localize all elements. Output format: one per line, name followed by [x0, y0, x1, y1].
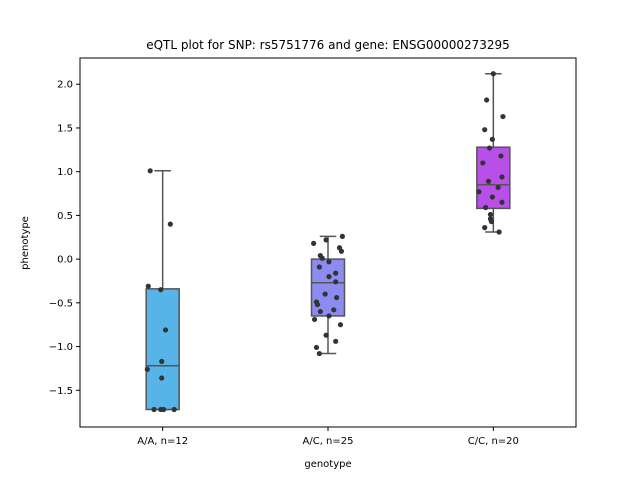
- y-tick-label: 0.0: [57, 255, 73, 266]
- box: [310, 258, 346, 317]
- data-point: [316, 350, 322, 357]
- data-point: [485, 178, 492, 184]
- data-point: [326, 259, 332, 265]
- x-tick-label: A/A, n=12: [137, 436, 188, 447]
- data-point: [311, 316, 318, 323]
- y-tick-label: 2.0: [57, 80, 73, 91]
- y-tick-label: 0.5: [57, 211, 73, 222]
- data-point: [159, 375, 165, 381]
- y-tick-label: 1.0: [57, 167, 73, 178]
- y-axis-label: phenotype: [20, 216, 31, 270]
- data-point: [499, 174, 505, 180]
- data-point: [338, 248, 345, 254]
- data-point: [316, 264, 322, 270]
- data-point: [147, 168, 153, 174]
- data-point: [480, 160, 486, 166]
- data-point: [495, 184, 501, 191]
- data-point: [482, 127, 488, 133]
- data-point: [314, 301, 321, 308]
- data-point: [167, 221, 173, 227]
- data-point: [159, 358, 165, 365]
- data-point: [337, 322, 344, 328]
- data-point: [334, 294, 340, 301]
- y-tick-label: −0.5: [49, 298, 73, 309]
- data-point: [323, 332, 329, 338]
- data-point: [171, 406, 177, 413]
- data-point: [311, 240, 317, 246]
- data-point: [484, 97, 490, 103]
- data-point: [333, 279, 339, 285]
- data-point: [499, 199, 505, 205]
- data-point: [488, 218, 495, 225]
- data-point: [498, 153, 504, 159]
- data-point: [313, 344, 320, 351]
- plot-area: −1.5 −1.0 −0.5 0.0 0.5 1.0 1.5 2.0 A/A, n=12 A/C,…: [49, 57, 577, 447]
- y-tick-label: −1.5: [49, 386, 73, 397]
- data-point: [483, 204, 489, 211]
- data-point: [144, 366, 150, 372]
- data-point: [331, 307, 337, 313]
- x-tick-label: C/C, n=20: [468, 436, 519, 447]
- y-tick-label: 1.5: [57, 123, 73, 134]
- data-point: [322, 291, 328, 297]
- data-point: [151, 406, 157, 413]
- data-point: [326, 274, 332, 280]
- data-point: [500, 113, 506, 120]
- x-tick-label: A/C, n=25: [303, 436, 354, 447]
- x-axis-label: genotype: [304, 459, 351, 470]
- box: [145, 288, 180, 411]
- data-point: [487, 211, 494, 218]
- data-point: [489, 136, 495, 142]
- data-point: [476, 189, 482, 195]
- data-point: [323, 237, 329, 243]
- data-point: [145, 283, 151, 289]
- data-point: [162, 327, 169, 333]
- data-point: [333, 270, 339, 276]
- data-point: [496, 229, 502, 235]
- chart-title: eQTL plot for SNP: rs5751776 and gene: E…: [146, 38, 510, 52]
- data-point: [339, 233, 345, 239]
- data-point: [319, 255, 325, 261]
- data-point: [158, 287, 164, 293]
- data-point: [489, 194, 495, 200]
- y-tick-label: −1.0: [49, 342, 73, 353]
- data-point: [161, 406, 167, 413]
- data-point: [333, 338, 339, 344]
- data-point: [326, 313, 332, 319]
- data-point: [317, 308, 323, 315]
- data-point: [482, 225, 488, 231]
- data-point: [490, 71, 496, 77]
- data-point: [486, 145, 493, 151]
